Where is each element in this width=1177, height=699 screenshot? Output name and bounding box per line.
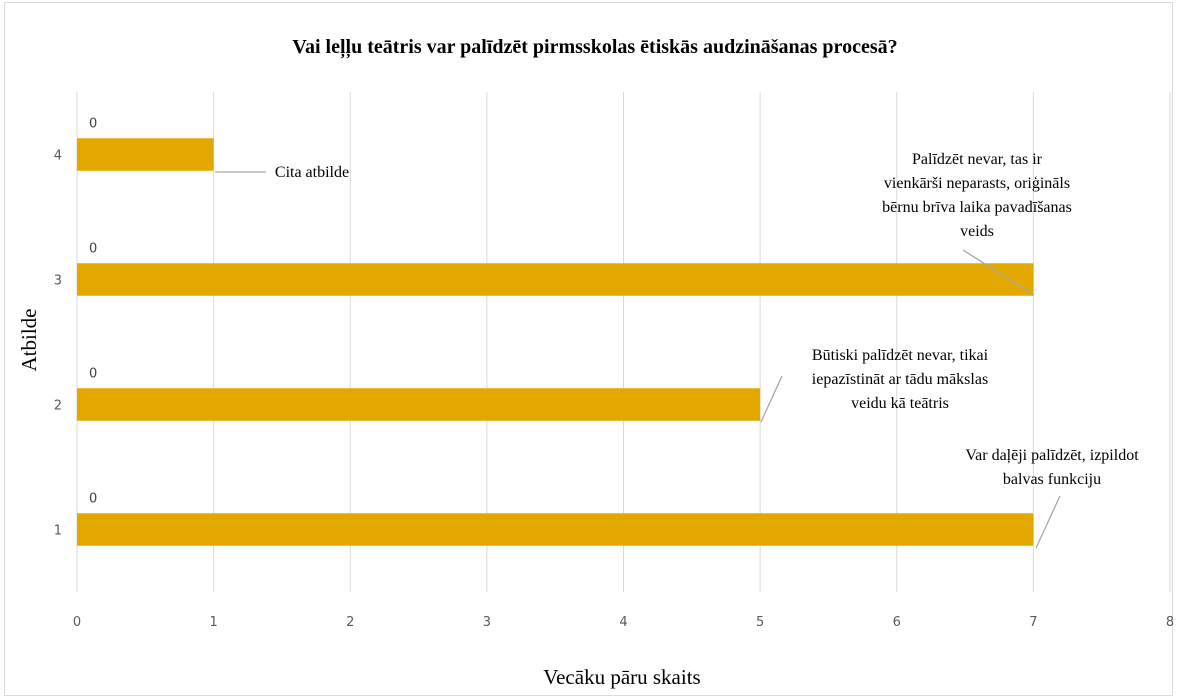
x-axis-ticks: 0 1 2 3 4 5 6 7 8 [73, 615, 1174, 630]
callout-line: bērnu brīva laika pavadīšanas [882, 199, 1072, 216]
callout-line: Var daļēji palīdzēt, izpildot [965, 447, 1139, 464]
callout-label: Būtiski palīdzēt nevar, tikai iepazīstinā… [812, 347, 989, 412]
callout-leader [1035, 495, 1061, 549]
bar [77, 513, 1034, 546]
callout-leader [962, 249, 1035, 296]
bars [77, 138, 1034, 546]
x-tick-label: 1 [209, 615, 217, 630]
data-label: 0 [89, 366, 97, 381]
bar [77, 388, 761, 421]
callout-label: Cita atbilde [275, 164, 349, 181]
y-axis-ticks: 1 2 3 4 [54, 149, 62, 539]
callout-line: vienkārši neparasts, oriģināls [884, 175, 1070, 192]
y-tick-label: 2 [54, 399, 62, 414]
y-axis-title: Atbilde [17, 309, 41, 372]
data-labels: 0 0 0 0 [89, 116, 97, 506]
x-tick-label: 2 [346, 615, 354, 630]
x-tick-label: 0 [73, 615, 81, 630]
callout-line: Cita atbilde [275, 164, 349, 181]
callout-label: Var daļēji palīdzēt, izpildot balvas funk… [965, 447, 1139, 488]
x-tick-label: 3 [483, 615, 491, 630]
chart-frame [4, 2, 1173, 696]
x-tick-label: 5 [756, 615, 764, 630]
bar [77, 138, 214, 171]
data-label: 0 [89, 116, 97, 131]
data-label: 0 [89, 241, 97, 256]
x-tick-label: 6 [893, 615, 901, 630]
x-tick-label: 4 [619, 615, 627, 630]
callout-line: Palīdzēt nevar, tas ir [912, 151, 1043, 168]
chart-title: Vai leļļu teātris var palīdzēt pirmsskol… [292, 36, 897, 59]
x-tick-label: 8 [1166, 615, 1174, 630]
callout-leaders [215, 171, 1061, 549]
callout-line: Būtiski palīdzēt nevar, tikai [812, 347, 989, 364]
x-tick-label: 7 [1029, 615, 1037, 630]
x-axis-title: Vecāku pāru skaits [543, 665, 700, 689]
grid-lines [76, 92, 1171, 592]
y-tick-label: 1 [54, 524, 62, 539]
data-label: 0 [89, 491, 97, 506]
y-tick-label: 4 [54, 149, 62, 164]
callout-leader [760, 375, 783, 423]
callout-line: iepazīstināt ar tādu mākslas [812, 371, 988, 388]
callout-line: balvas funkciju [1003, 471, 1101, 488]
callout-line: veidu kā teātris [851, 395, 949, 412]
callout-label: Palīdzēt nevar, tas ir vienkārši neparast… [882, 151, 1072, 240]
bar [77, 263, 1034, 296]
y-tick-label: 3 [54, 274, 62, 289]
callouts: Var daļēji palīdzēt, izpildot balvas funk… [275, 151, 1139, 488]
callout-line: veids [960, 223, 994, 240]
